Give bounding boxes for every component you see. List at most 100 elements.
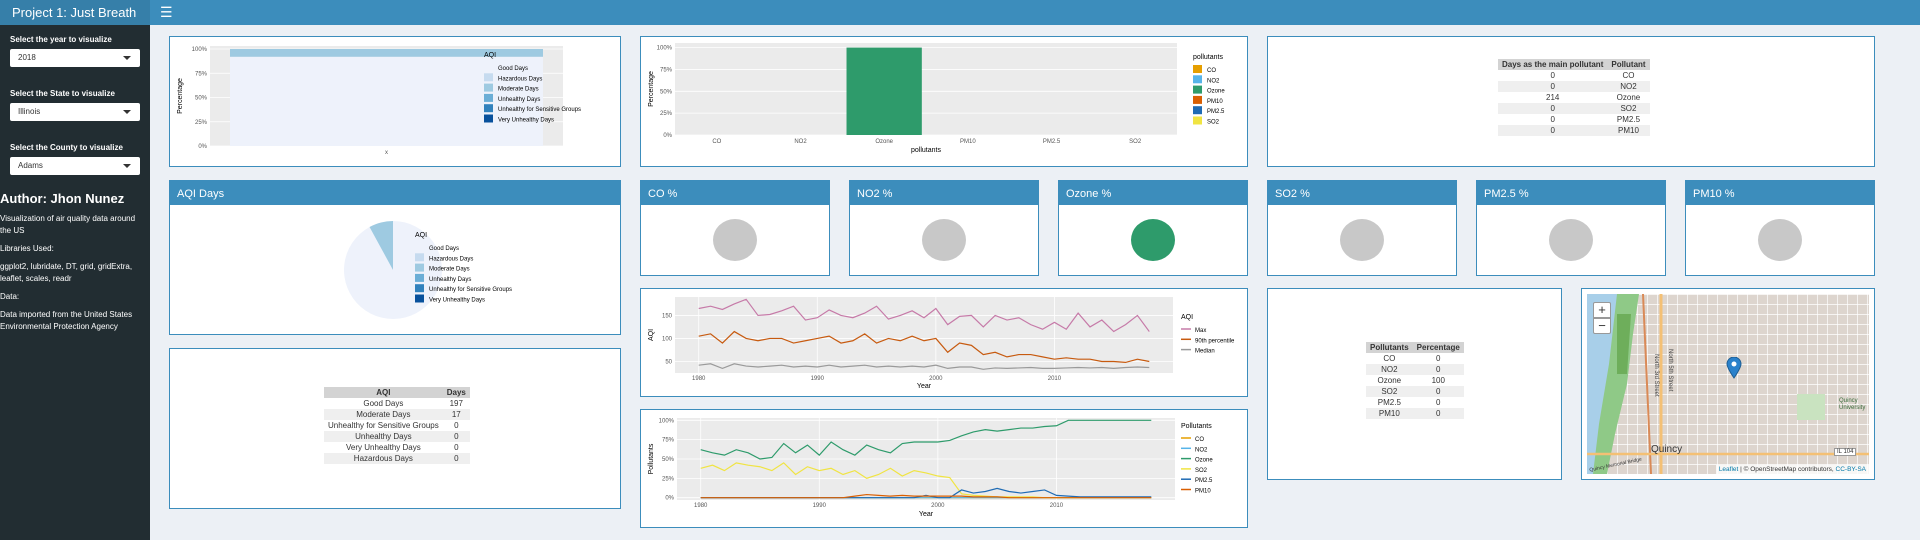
legend-entry: Very Unhealthy Days — [429, 298, 485, 304]
table-header-row: AQI Days — [324, 387, 470, 398]
table-header: Percentage — [1412, 342, 1464, 353]
gauge-chart — [1549, 219, 1593, 261]
gauge-box: PM10 % — [1685, 180, 1875, 276]
county-label: Select the County to visualize — [10, 143, 123, 152]
author-heading: Author: Jhon Nunez — [0, 191, 125, 206]
gauge-box: SO2 % — [1267, 180, 1457, 276]
gauge-title: CO % — [641, 183, 829, 205]
legend-title: Pollutants — [1181, 423, 1212, 430]
legend-title: AQI — [1181, 314, 1193, 321]
legend-entry: Good Days — [498, 66, 528, 72]
table-row: CO 0 — [1366, 353, 1464, 364]
table-cell: Ozone — [1616, 93, 1641, 102]
gauge-circle — [1549, 219, 1593, 261]
table-row: 214 Ozone — [1498, 92, 1650, 103]
series-line — [700, 493, 1152, 499]
description-text: Visualization of air quality data around… — [0, 214, 136, 235]
main-pollutant-box: Days as the main pollutant Pollutant 0 CO 0 N… — [1267, 36, 1875, 167]
gauge-box: PM2.5 % — [1476, 180, 1666, 276]
zoom-out-button[interactable]: − — [1593, 318, 1611, 334]
legend-entry: Unhealthy for Sensitive Groups — [498, 107, 581, 113]
street-label: North 3rd Street — [1653, 354, 1659, 397]
map-attribution: Leaflet | © OpenStreetMap contributors, … — [1715, 465, 1869, 474]
x-tick-label: 1980 — [692, 376, 706, 382]
legend-key — [415, 294, 424, 303]
year-value: 2018 — [18, 53, 36, 62]
legend-entry: PM2.5 — [1195, 478, 1213, 484]
leaflet-link[interactable]: Leaflet — [1718, 466, 1739, 473]
y-tick-label: 50% — [660, 89, 673, 95]
table-row: PM10 0 — [1366, 408, 1464, 419]
location-marker-icon[interactable] — [1726, 357, 1742, 379]
legend-entry: Unhealthy Days — [429, 277, 471, 283]
y-tick-label: 0% — [198, 144, 207, 150]
zoom-in-button[interactable]: + — [1593, 302, 1611, 318]
x-axis-label: Year — [917, 383, 932, 390]
data-text: Data imported from the United States Env… — [0, 310, 133, 331]
aqi-table-box: AQI Days Good Days 197 Moderate Days 17 Unheal… — [169, 348, 621, 509]
table-header: Days as the main pollutant — [1498, 59, 1608, 70]
table-cell: SO2 — [1366, 386, 1413, 397]
gauge-chart — [713, 219, 757, 261]
y-tick-label: 0% — [665, 496, 674, 502]
y-tick-label: 100 — [662, 336, 673, 342]
legend-entry: Max — [1195, 328, 1206, 334]
data-label: Data: — [0, 292, 20, 301]
x-axis-label: Year — [919, 511, 934, 518]
state-select[interactable]: Illinois — [10, 103, 140, 121]
aqi-trend-chart: 1980 1990 2000 2010 50 100 150 Year AQI AQI Max 90t… — [648, 297, 1235, 390]
series-line — [698, 330, 1150, 364]
gauge-chart — [1758, 219, 1802, 261]
gauge-title: PM10 % — [1686, 183, 1874, 205]
gauge-circle — [713, 219, 757, 261]
table-cell: PM2.5 — [1377, 398, 1401, 407]
legend-entry: Ozone — [1195, 458, 1213, 464]
legend-entry: NO2 — [1195, 447, 1208, 453]
table-row: Moderate Days 17 — [324, 409, 470, 420]
county-select[interactable]: Adams — [10, 157, 140, 175]
table-cell: 0 — [1498, 125, 1608, 136]
year-select[interactable]: 2018 — [10, 49, 140, 67]
legend-entry: Very Unhealthy Days — [498, 118, 554, 124]
table-cell: PM10 — [1366, 408, 1413, 419]
pollutant-percentage-chart: 0% 25% 50% 75% 100% CO NO2 Ozone PM10 PM2.5 SO2 pol… — [648, 43, 1225, 154]
x-tick-label: 2010 — [1048, 376, 1062, 382]
y-tick-label: 50% — [662, 457, 675, 463]
table-cell: 17 — [442, 409, 470, 420]
table-cell: PM10 — [1607, 125, 1650, 136]
gauge-box: NO2 % — [849, 180, 1039, 276]
x-tick-label: Ozone — [875, 139, 893, 145]
legend-entry: CO — [1207, 68, 1216, 74]
pollutant-trend-chart: 1980 1990 2000 2010 0% 25% 50% 75% 100% Year Pollu… — [648, 418, 1213, 518]
table-cell: 0 — [454, 443, 459, 452]
table-cell: Very Unhealthy Days — [346, 443, 421, 452]
state-value: Illinois — [18, 107, 41, 116]
pollutant-percentage-table-box: Pollutants Percentage CO 0 NO2 0 Ozone 100 SO2 0 P… — [1267, 288, 1562, 480]
x-tick-label: NO2 — [794, 139, 807, 145]
pie-slice — [369, 221, 393, 270]
bar-segment — [230, 56, 543, 146]
legend-entry: NO2 — [1207, 78, 1220, 84]
x-tick-label: 2000 — [931, 503, 945, 509]
legend-entry: Median — [1195, 349, 1215, 355]
series-line — [700, 419, 1152, 460]
legend-key — [484, 104, 493, 113]
table-row: 0 NO2 — [1498, 81, 1650, 92]
county-map[interactable]: + − North 3rd Street North 5th Street Qu… — [1587, 294, 1869, 474]
legend-key — [415, 253, 424, 262]
table-cell: 0 — [442, 453, 470, 464]
y-axis-label: Pollutants — [648, 443, 655, 474]
legend-title: AQI — [415, 232, 427, 239]
hamburger-icon[interactable]: ☰ — [160, 4, 173, 20]
legend-entry: Moderate Days — [498, 87, 539, 93]
table-cell: CO — [1383, 354, 1396, 363]
table-cell: 0 — [1412, 408, 1464, 419]
aqi-percentage-box: 0% 25% 50% 75% 100% x Percentage AQI Good Days Ha… — [169, 36, 621, 167]
license-link[interactable]: CC-BY-SA — [1835, 466, 1866, 473]
table-row: 0 PM10 — [1498, 125, 1650, 136]
gauge-circle — [1340, 219, 1384, 261]
legend-key — [415, 273, 424, 282]
street-label: North 5th Street — [1667, 349, 1673, 392]
x-tick-label: 1990 — [811, 376, 825, 382]
table-row: 0 CO — [1498, 70, 1650, 81]
